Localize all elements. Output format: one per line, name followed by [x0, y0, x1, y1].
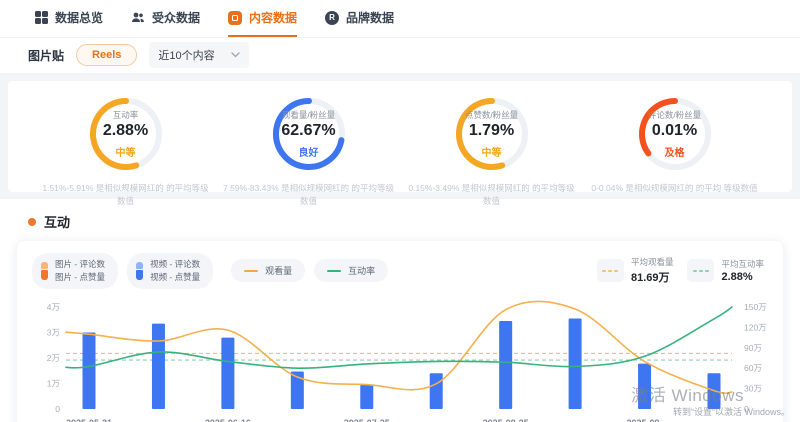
avg-views-legend[interactable]: 平均观看量 81.69万 — [596, 256, 674, 285]
interaction-combo-chart[interactable]: 0 1万 2万 3万 4万 0 30万 60万 90万 120万 150万 2025-05-31 202… — [20, 297, 780, 422]
nav-item-brand-data[interactable]: R 品牌数据 — [325, 0, 394, 37]
dashed-line-icon — [596, 259, 624, 283]
nav-label: 内容数据 — [249, 11, 298, 25]
gauge-value: 1.79% — [468, 122, 515, 139]
gauge-benchmark-note: 7.59%-83.43% 是相似规模网红的 的平均等级数值 — [223, 183, 394, 207]
legend-label: 图片 - 评论数 — [55, 259, 106, 269]
gauge-arc — [455, 98, 528, 170]
gauge-likes-per-follower: 点赞数/粉丝量 1.79% 中等 0.15%-3.49% 是相似规模网红的 的平… — [400, 95, 583, 206]
interaction-chart-card: 图片 - 评论数 图片 - 点赞量 视频 - 评论数 视频 - 点赞量 观看量 — [16, 240, 784, 422]
content-range-select[interactable]: 近10个内容 — [149, 42, 250, 68]
content-range-value: 近10个内容 — [158, 50, 215, 62]
average-legend-group: 平均观看量 81.69万 平均互动率 2.88% — [596, 256, 764, 285]
gauge-title: 点赞数/粉丝量 — [464, 110, 519, 120]
chevron-down-icon — [231, 52, 241, 58]
nav-label: 品牌数据 — [346, 11, 395, 25]
nav-item-content-data[interactable]: 内容数据 — [228, 0, 298, 37]
tab-reels[interactable]: Reels — [76, 44, 138, 66]
filter-bar: 图片贴 Reels 近10个内容 — [0, 38, 800, 72]
legend-image-series[interactable]: 图片 - 评论数 图片 - 点赞量 — [32, 253, 119, 289]
grid-icon — [35, 11, 48, 24]
avg-engagement-legend[interactable]: 平均互动率 2.88% — [687, 256, 764, 285]
gauge-benchmark-note: 0.15%-3.49% 是相似规模网红的 的平均等级数值 — [408, 183, 575, 207]
content-icon — [228, 10, 243, 25]
interaction-section: 互动 图片 - 评论数 图片 - 点赞量 视频 - 评论数 视频 - 点赞量 — [0, 199, 800, 422]
tab-image-posts[interactable]: 图片贴 — [28, 48, 65, 63]
nav-item-audience-data[interactable]: 受众数据 — [131, 0, 200, 37]
windows-activation-watermark-sub: 转到“设置”以激活 Windows。 — [672, 407, 790, 417]
gauge-benchmark-note: 1.51%-5.91% 是相似规模网红的 的平均等级数值 — [42, 183, 209, 207]
green-line-icon — [327, 269, 342, 272]
nav-item-data-overview[interactable]: 数据总览 — [35, 0, 103, 37]
gauge-title: 互动率 — [112, 110, 139, 120]
legend-engagement-line[interactable]: 互动率 — [314, 259, 389, 283]
legend-video-series[interactable]: 视频 - 评论数 视频 - 点赞量 — [127, 253, 214, 289]
svg-text:2025-06-16: 2025-06-16 — [205, 418, 251, 422]
svg-text:2025-07-25: 2025-07-25 — [344, 418, 390, 422]
gauge-arc — [638, 98, 711, 170]
svg-text:2025-05-31: 2025-05-31 — [66, 418, 112, 422]
orange-line-icon — [244, 269, 259, 272]
svg-text:120万: 120万 — [744, 322, 767, 332]
svg-text:1万: 1万 — [47, 378, 60, 388]
gauge-level-badge: 中等 — [115, 148, 136, 159]
gauge-value: 2.88% — [102, 122, 149, 139]
svg-text:30万: 30万 — [744, 383, 762, 393]
gauge-level-badge: 良好 — [298, 148, 319, 159]
gauge-arc — [89, 98, 162, 170]
legend-label: 视频 - 点赞量 — [150, 271, 201, 282]
legend-label: 视频 - 评论数 — [150, 259, 201, 269]
avg-label: 平均互动率 — [721, 259, 764, 270]
svg-text:3万: 3万 — [47, 327, 60, 337]
brand-r-icon: R — [325, 10, 340, 25]
gauge-engagement-rate: 互动率 2.88% 中等 1.51%-5.91% 是相似规模网红的 的平均等级数… — [34, 95, 217, 206]
nav-label: 数据总览 — [55, 11, 104, 25]
top-nav: 数据总览 受众数据 内容数据 R 品牌数据 — [0, 0, 800, 38]
gauge-value: 0.01% — [651, 122, 698, 139]
svg-text:4万: 4万 — [47, 302, 60, 312]
gauge-title: 评论数/粉丝量 — [647, 110, 702, 120]
nav-label: 受众数据 — [152, 11, 201, 25]
section-bullet-icon — [28, 217, 36, 226]
chart-legend: 图片 - 评论数 图片 - 点赞量 视频 - 评论数 视频 - 点赞量 观看量 — [20, 253, 780, 289]
avg-value: 81.69万 — [630, 272, 670, 285]
svg-text:150万: 150万 — [744, 302, 767, 312]
blue-bar-icon — [136, 261, 144, 280]
legend-label: 图片 - 点赞量 — [55, 271, 106, 282]
svg-text:2万: 2万 — [47, 353, 60, 363]
section-title: 互动 — [44, 215, 71, 230]
gauge-views-per-follower: 观看量/粉丝量 62.67% 良好 7.59%-83.43% 是相似规模网红的 … — [217, 95, 400, 206]
header: 数据总览 受众数据 内容数据 R 品牌数据 图片贴 Reels 近10个内容 — [0, 0, 800, 73]
avg-label: 平均观看量 — [630, 257, 674, 268]
svg-text:0: 0 — [55, 404, 60, 414]
rating-gauges-card: 互动率 2.88% 中等 1.51%-5.91% 是相似规模网红的 的平均等级数… — [8, 81, 792, 206]
gauge-comments-per-follower: 评论数/粉丝量 0.01% 及格 0-0.04% 是相似规模网红的 的平均 等级… — [583, 95, 766, 193]
windows-activation-watermark: 激活 Windows — [631, 386, 744, 405]
dashed-line-icon — [687, 259, 715, 283]
svg-text:2025-09-: 2025-09- — [627, 418, 663, 422]
avg-value: 2.88% — [721, 271, 753, 284]
gauge-benchmark-note: 0-0.04% 是相似规模网红的 的平均 等级数值 — [591, 183, 758, 193]
gauge-arc — [272, 98, 345, 170]
orange-bar-icon — [41, 261, 48, 280]
svg-text:0: 0 — [744, 404, 749, 414]
gauge-title: 观看量/粉丝量 — [281, 110, 336, 120]
gauge-level-badge: 中等 — [481, 148, 502, 159]
legend-label: 观看量 — [265, 266, 293, 277]
people-icon — [131, 11, 145, 24]
legend-views-line[interactable]: 观看量 — [231, 259, 306, 283]
svg-text:60万: 60万 — [744, 363, 762, 373]
gauge-level-badge: 及格 — [664, 148, 685, 159]
svg-text:90万: 90万 — [744, 342, 762, 352]
gauge-value: 62.67% — [281, 122, 336, 139]
legend-label: 互动率 — [348, 266, 376, 277]
svg-text:2025-08-25: 2025-08-25 — [483, 418, 529, 422]
